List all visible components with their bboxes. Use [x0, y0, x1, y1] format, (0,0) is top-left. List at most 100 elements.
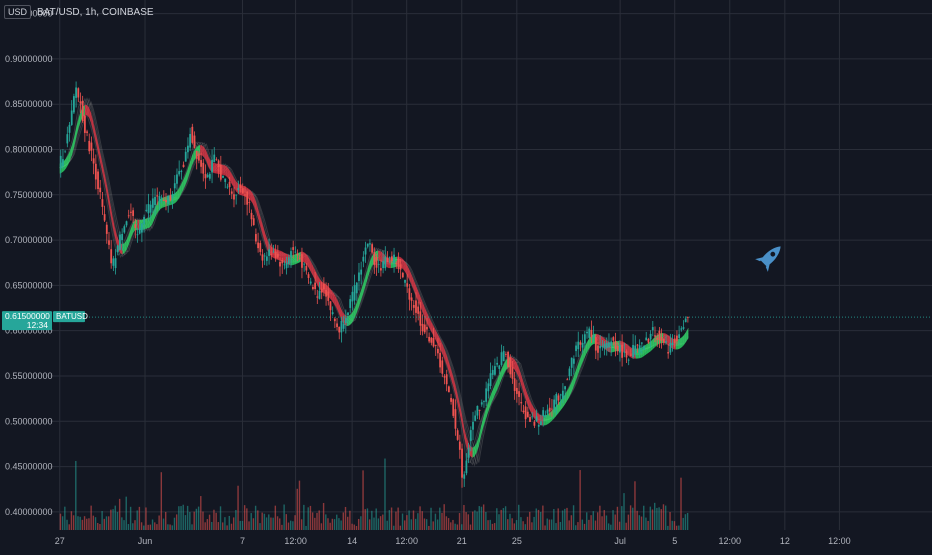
- candle-body: [127, 215, 130, 217]
- ribbon-segment: [68, 150, 71, 165]
- candle-body: [108, 240, 110, 245]
- candle-body: [568, 368, 571, 377]
- ribbon-segment: [225, 165, 228, 178]
- candle-body: [643, 346, 645, 350]
- candle-body: [228, 181, 231, 188]
- volume-bar: [268, 514, 270, 530]
- chart-header: USD BAT/USD, 1h, COINBASE: [4, 4, 154, 20]
- candle-body: [123, 226, 126, 233]
- volume-bar: [204, 522, 206, 530]
- volume-bar: [393, 525, 395, 530]
- volume-bar: [684, 514, 687, 530]
- candle-body: [149, 204, 152, 213]
- candle-body: [395, 263, 398, 265]
- volume-bar: [184, 515, 187, 530]
- volume-bar: [649, 506, 652, 530]
- ribbon-segment: [443, 345, 446, 362]
- candle-body: [386, 257, 389, 262]
- price-tag: [2, 311, 52, 331]
- volume-bar: [263, 513, 266, 530]
- volume-bar: [195, 508, 198, 530]
- ribbon-segment: [248, 188, 251, 201]
- ribbon-segment: [229, 169, 232, 184]
- candle-body: [222, 175, 224, 178]
- candle-body: [197, 153, 200, 161]
- candle-body: [272, 251, 275, 253]
- candle-body: [647, 339, 650, 343]
- volume-bar: [241, 520, 244, 530]
- ribbon-segment: [145, 218, 148, 229]
- candle-body: [290, 251, 292, 258]
- volume-bar: [474, 510, 476, 530]
- ribbon-segment: [403, 259, 406, 273]
- candle-body: [103, 214, 106, 221]
- candle-body: [276, 253, 279, 258]
- candle-body: [279, 261, 281, 267]
- candle-body: [445, 374, 448, 385]
- ribbon-segment: [556, 403, 559, 416]
- volume-bar: [537, 509, 540, 530]
- volume-bar: [667, 525, 669, 530]
- ribbon-segment: [571, 378, 574, 394]
- ribbon-segment: [256, 203, 259, 222]
- y-tick-label: 0.50000000: [5, 416, 53, 426]
- candle-body: [500, 352, 503, 365]
- ribbon-segment: [363, 275, 366, 293]
- ribbon-segment: [156, 201, 159, 216]
- volume-bar: [539, 511, 542, 530]
- volume-bar: [110, 509, 112, 530]
- candle-body: [441, 360, 444, 374]
- candle-body: [160, 197, 163, 199]
- volume-bar: [399, 525, 402, 530]
- volume-bar: [237, 485, 239, 530]
- volume-bar: [72, 515, 75, 530]
- volume-bar: [200, 496, 202, 530]
- ribbon-segment: [91, 113, 94, 132]
- x-tick-label: 12:00: [828, 536, 851, 546]
- volume-bar: [577, 522, 579, 530]
- candle-body: [287, 257, 290, 265]
- volume-bar: [289, 520, 292, 530]
- candle-body: [669, 342, 672, 353]
- ribbon-segment: [476, 436, 479, 453]
- volume-bar: [616, 506, 619, 530]
- volume-bar: [94, 517, 97, 530]
- candle-body: [75, 87, 77, 98]
- volume-bar: [311, 512, 314, 530]
- candle-body: [553, 399, 556, 410]
- volume-bar: [480, 506, 483, 530]
- volume-bar: [625, 522, 627, 530]
- volume-bar: [408, 510, 410, 530]
- candle-body: [494, 366, 496, 375]
- candle-body: [579, 342, 582, 345]
- volume-bar: [614, 514, 616, 530]
- candle-body: [219, 164, 222, 180]
- ribbon-segment: [518, 367, 521, 384]
- ribbon-segment: [86, 105, 90, 118]
- volume-bar: [281, 524, 283, 530]
- ribbon-segment: [686, 328, 689, 342]
- candle-body: [351, 291, 354, 302]
- volume-bar: [588, 519, 590, 530]
- volume-bar: [476, 511, 478, 530]
- candle-body: [461, 448, 463, 478]
- ribbon-segment: [646, 342, 649, 355]
- ribbon-segment: [652, 337, 655, 350]
- ribbon-segment: [252, 193, 255, 208]
- candle-body: [358, 272, 360, 281]
- candle-body: [342, 323, 345, 329]
- symbol-tag: [53, 311, 85, 323]
- candle-body: [382, 261, 384, 269]
- ribbon-segment: [204, 147, 207, 162]
- ribbon-segment: [407, 266, 410, 281]
- currency-button[interactable]: USD: [4, 5, 32, 19]
- candle-body: [143, 216, 145, 225]
- volume-bar: [414, 518, 417, 530]
- candle-body: [586, 331, 588, 334]
- ribbon-segment: [434, 328, 437, 343]
- ribbon-segment: [357, 295, 360, 312]
- candle-body: [531, 416, 534, 418]
- volume-bar: [395, 511, 397, 530]
